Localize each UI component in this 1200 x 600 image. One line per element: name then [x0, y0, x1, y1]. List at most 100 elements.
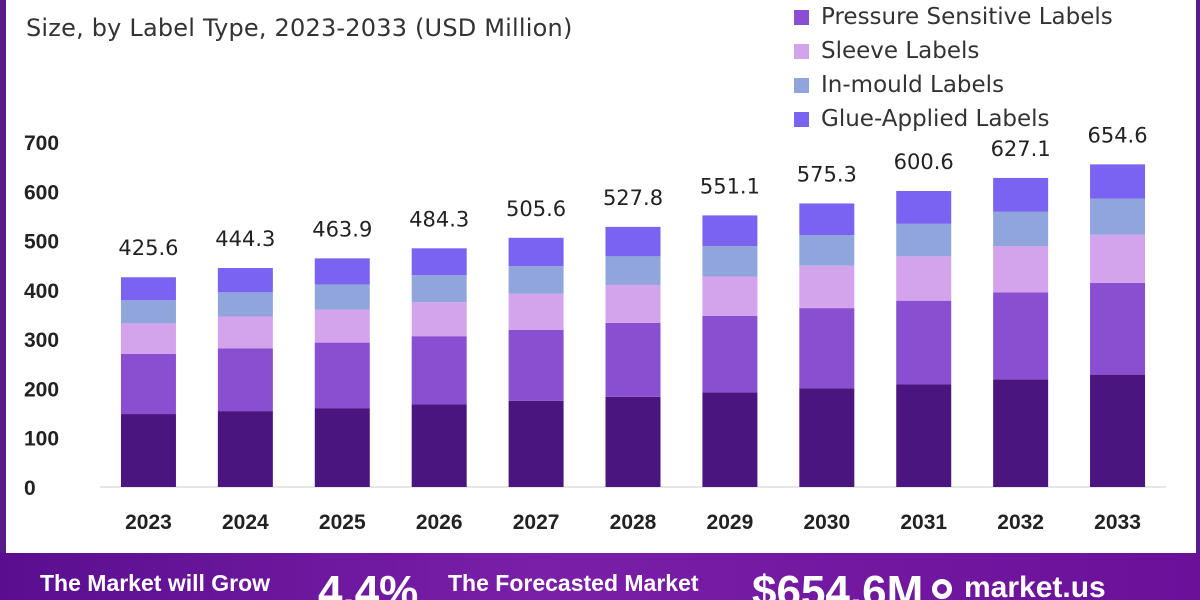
- bar-segment: [702, 245, 758, 277]
- bar-total-label: 600.6: [894, 150, 954, 174]
- bar-segment: [314, 309, 370, 343]
- bar-segment: [411, 336, 467, 405]
- legend-item: Pressure Sensitive Labels: [794, 0, 1113, 34]
- y-tick-label: 600: [24, 181, 59, 204]
- bar-segment: [411, 404, 467, 487]
- y-tick-label: 300: [24, 329, 59, 352]
- chart-subtitle: Size, by Label Type, 2023-2033 (USD Mill…: [26, 14, 573, 42]
- legend-item: Sleeve Labels: [794, 34, 1113, 68]
- bar-segment: [896, 300, 952, 385]
- bar-segment: [411, 302, 467, 337]
- x-tick-label: 2023: [125, 511, 172, 534]
- bar-segment: [120, 300, 176, 324]
- x-tick-label: 2031: [900, 511, 947, 534]
- legend-label: Pressure Sensitive Labels: [821, 4, 1113, 30]
- bar-segment: [314, 408, 370, 487]
- bar-segment: [702, 392, 758, 487]
- bar-segment: [702, 315, 758, 393]
- bar-segment: [605, 322, 661, 397]
- bar-segment: [508, 400, 564, 487]
- bar-segment: [314, 342, 370, 409]
- brand-name: market.us: [964, 571, 1106, 600]
- bar-segment: [120, 277, 176, 301]
- bar-segment: [1090, 374, 1146, 487]
- bar-segment: [508, 293, 564, 330]
- x-tick-label: 2030: [803, 511, 850, 534]
- bar-segment: [799, 308, 855, 389]
- bar-segment: [702, 215, 758, 246]
- bar-segment: [605, 256, 661, 285]
- left-accent-bar: [0, 0, 6, 560]
- y-tick-label: 400: [24, 280, 59, 303]
- footer-cagr-value: 4.4%: [318, 567, 419, 600]
- x-tick-label: 2026: [416, 511, 463, 534]
- y-tick-label: 100: [24, 428, 59, 451]
- legend-label: Sleeve Labels: [821, 38, 980, 64]
- bar-segment: [799, 388, 855, 487]
- legend-label: Glue-Applied Labels: [821, 106, 1050, 132]
- bar-segment: [896, 256, 952, 301]
- bar-total-label: 654.6: [1087, 123, 1147, 147]
- bar-total-label: 484.3: [409, 207, 469, 231]
- x-tick-label: 2027: [513, 511, 560, 534]
- bar-segment: [217, 268, 273, 293]
- y-tick-label: 0: [24, 477, 36, 500]
- bar-segment: [993, 211, 1049, 246]
- right-accent-bar: [1196, 0, 1200, 560]
- bar-segment: [217, 411, 273, 487]
- x-tick-label: 2024: [222, 511, 269, 534]
- footer-grow-text: The Market will Grow: [40, 570, 271, 596]
- legend-swatch: [794, 77, 809, 93]
- bar-segment: [217, 292, 273, 317]
- stacked-bar-chart: 0 100 200 300 400 500 600 700 425.6 2023 444.3 2024…: [24, 123, 1166, 534]
- bar-segment: [411, 248, 467, 276]
- bar-segment: [993, 177, 1049, 212]
- footer-market-value: $654.6M: [752, 567, 924, 600]
- bar-total-label: 425.6: [118, 236, 178, 260]
- bar-total-label: 627.1: [991, 137, 1051, 161]
- bar-total-label: 505.6: [506, 197, 566, 221]
- x-tick-label: 2025: [319, 511, 366, 534]
- bar-total-label: 444.3: [215, 227, 275, 251]
- bar-segment: [702, 276, 758, 316]
- legend-swatch: [794, 43, 809, 59]
- y-tick-label: 700: [24, 132, 59, 155]
- bar-segment: [896, 223, 952, 257]
- bar-segment: [120, 323, 176, 354]
- brand-logo-icon: [932, 579, 952, 599]
- x-tick-label: 2028: [610, 511, 657, 534]
- x-tick-label: 2029: [707, 511, 754, 534]
- bar-segment: [508, 237, 564, 267]
- bar-segment: [799, 265, 855, 309]
- bar-segment: [120, 414, 176, 487]
- bar-segment: [993, 292, 1049, 380]
- bar-segment: [605, 396, 661, 487]
- bar-segment: [1090, 282, 1146, 375]
- footer-forecast-text: The Forecasted Market: [448, 570, 699, 596]
- bar-segment: [1090, 164, 1146, 199]
- bar-segment: [314, 284, 370, 310]
- bar-segment: [120, 353, 176, 415]
- bar-segment: [217, 316, 273, 349]
- y-tick-label: 500: [24, 231, 59, 254]
- bar-total-label: 463.9: [312, 217, 372, 241]
- footer-banner: The Market will Grow 4.4% The Forecasted…: [0, 553, 1200, 600]
- bar-segment: [605, 226, 661, 257]
- bar-segment: [217, 348, 273, 412]
- x-tick-label: 2032: [997, 511, 1044, 534]
- legend-label: In-mould Labels: [821, 72, 1005, 98]
- bar-total-label: 527.8: [603, 186, 663, 210]
- bar-segment: [508, 329, 564, 401]
- bar-segment: [799, 235, 855, 266]
- bar-segment: [993, 379, 1049, 487]
- bar-total-label: 551.1: [700, 174, 760, 198]
- bar-total-label: 575.3: [797, 162, 857, 186]
- legend-item: Glue-Applied Labels: [794, 102, 1113, 136]
- bar-segment: [896, 190, 952, 224]
- bar-segment: [314, 258, 370, 285]
- bar-segment: [508, 266, 564, 294]
- bar-segment: [1090, 198, 1146, 235]
- x-tick-label: 2033: [1094, 511, 1141, 534]
- bar-segment: [411, 275, 467, 303]
- legend-item: In-mould Labels: [794, 68, 1113, 102]
